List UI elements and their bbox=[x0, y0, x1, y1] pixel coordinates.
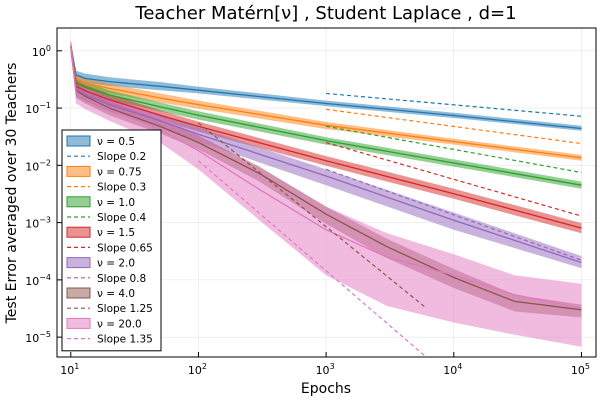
legend-item-nu-0-5: ν = 0.5 bbox=[66, 135, 135, 148]
legend-item-nu-1-5: ν = 1.5 bbox=[66, 226, 135, 239]
legend-label: Slope 0.65 bbox=[97, 242, 153, 254]
y-tick-label: 10−4 bbox=[25, 273, 51, 288]
legend-swatch bbox=[66, 317, 91, 329]
legend-label: ν = 0.5 bbox=[97, 136, 135, 148]
x-tick-exponent: 5 bbox=[585, 362, 590, 371]
y-tick-label: 10−1 bbox=[25, 101, 51, 116]
x-tick-label: 101 bbox=[60, 362, 79, 377]
legend-swatch bbox=[66, 135, 91, 147]
y-tick-exponent: −2 bbox=[39, 158, 51, 167]
legend-swatch bbox=[66, 165, 91, 177]
y-axis-ticks: 10−5 10−4 10−3 10−2 10−1 100 bbox=[25, 44, 62, 345]
x-tick-exponent: 2 bbox=[202, 362, 207, 371]
legend-label: Slope 0.8 bbox=[97, 273, 146, 285]
x-axis-label: Epochs bbox=[301, 381, 351, 397]
line-nu-0-5 bbox=[70, 46, 582, 130]
legend-item-nu-4-0: ν = 4.0 bbox=[66, 287, 135, 300]
band-nu-0-5 bbox=[70, 40, 582, 131]
mean-lines bbox=[70, 46, 582, 311]
slope-slope-0-8 bbox=[325, 168, 582, 261]
x-tick-label: 104 bbox=[443, 362, 462, 377]
legend-label: ν = 1.5 bbox=[97, 227, 135, 239]
legend-label: Slope 0.4 bbox=[97, 212, 146, 224]
legend-label: Slope 1.25 bbox=[97, 303, 153, 315]
y-tick-exponent: 0 bbox=[46, 44, 51, 53]
band-nu-20-0 bbox=[70, 40, 582, 347]
legend-item-slope-1-35: Slope 1.35 bbox=[67, 334, 153, 346]
legend-item-slope-0-65: Slope 0.65 bbox=[67, 242, 153, 254]
legend-item-nu-1-0: ν = 1.0 bbox=[66, 196, 135, 209]
legend-swatch bbox=[66, 257, 91, 269]
legend-label: ν = 0.75 bbox=[97, 166, 142, 178]
x-axis-ticks: 101 102 103 104 105 bbox=[60, 352, 590, 377]
legend-swatch bbox=[66, 196, 91, 208]
legend-item-slope-0-8: Slope 0.8 bbox=[67, 273, 146, 285]
legend-item-nu-20-0: ν = 20.0 bbox=[66, 317, 142, 330]
legend-swatch bbox=[66, 226, 91, 238]
legend-label: ν = 2.0 bbox=[97, 258, 135, 270]
legend-item-slope-0-2: Slope 0.2 bbox=[67, 151, 146, 163]
y-tick-label: 10−5 bbox=[25, 330, 51, 345]
legend: ν = 0.5 Slope 0.2 ν = 0.75 Slope 0.3 ν = 1.0… bbox=[61, 129, 162, 352]
y-tick-exponent: −3 bbox=[39, 216, 51, 225]
legend-item-slope-0-3: Slope 0.3 bbox=[67, 182, 146, 194]
legend-swatch bbox=[66, 287, 91, 299]
legend-label: ν = 20.0 bbox=[97, 318, 142, 330]
y-tick-exponent: −4 bbox=[39, 273, 51, 282]
legend-item-nu-0-75: ν = 0.75 bbox=[66, 165, 142, 178]
legend-item-slope-1-25: Slope 1.25 bbox=[67, 303, 153, 315]
slope-lines bbox=[198, 92, 582, 357]
legend-label: ν = 4.0 bbox=[97, 288, 135, 300]
legend-label: Slope 1.35 bbox=[97, 334, 153, 346]
line-nu-4-0 bbox=[70, 46, 582, 311]
legend-item-nu-2-0: ν = 2.0 bbox=[66, 257, 135, 270]
x-tick-exponent: 4 bbox=[457, 362, 462, 371]
band-nu-1-0 bbox=[70, 40, 582, 189]
slope-slope-0-2 bbox=[326, 92, 582, 117]
line-nu-0-75 bbox=[70, 46, 582, 159]
x-tick-exponent: 1 bbox=[74, 362, 79, 371]
x-tick-label: 103 bbox=[316, 362, 335, 377]
line-nu-2-0 bbox=[70, 46, 582, 264]
legend-label: ν = 1.0 bbox=[97, 197, 135, 209]
x-tick-label: 105 bbox=[571, 362, 590, 377]
slope-slope-0-65 bbox=[325, 141, 582, 217]
chart-title: Teacher Matérn[ν] , Student Laplace , d=… bbox=[134, 3, 516, 24]
line-nu-1-0 bbox=[70, 46, 582, 186]
slope-slope-0-4 bbox=[326, 125, 582, 174]
y-tick-exponent: −5 bbox=[39, 330, 51, 339]
legend-label: Slope 0.2 bbox=[97, 151, 146, 163]
y-tick-label: 10−3 bbox=[25, 216, 51, 231]
slope-slope-1-35 bbox=[198, 160, 426, 357]
line-nu-1-5 bbox=[70, 46, 582, 229]
y-tick-label: 10−2 bbox=[25, 158, 51, 173]
slope-slope-0-3 bbox=[326, 108, 582, 145]
y-axis-label: Test Error averaged over 30 Teachers bbox=[4, 63, 20, 325]
line-nu-20-0 bbox=[70, 46, 582, 309]
y-tick-label: 100 bbox=[32, 44, 51, 59]
y-tick-exponent: −1 bbox=[39, 101, 51, 110]
x-tick-exponent: 3 bbox=[330, 362, 335, 371]
legend-label: Slope 0.3 bbox=[97, 182, 146, 194]
legend-item-slope-0-4: Slope 0.4 bbox=[67, 212, 146, 224]
x-tick-label: 102 bbox=[188, 362, 207, 377]
